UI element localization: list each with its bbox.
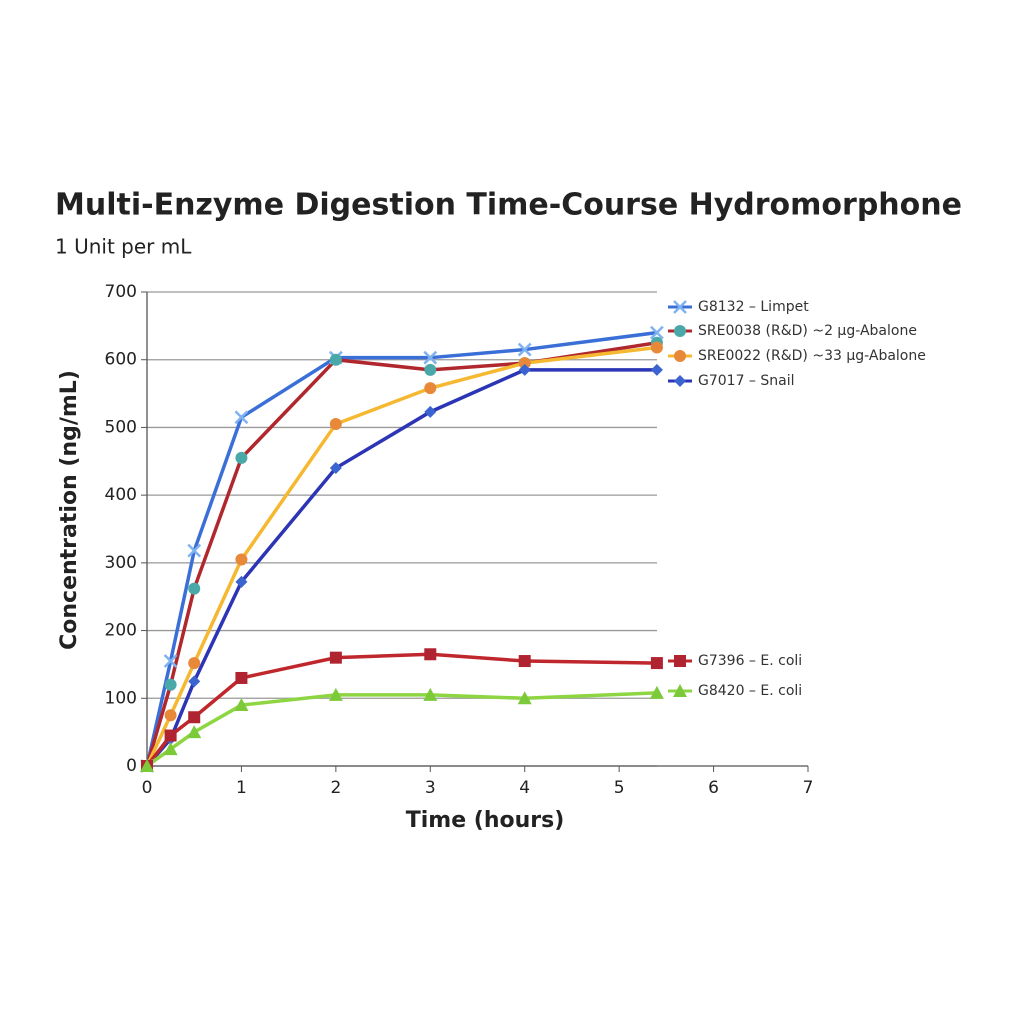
marker bbox=[518, 357, 531, 370]
y-tick-label: 600 bbox=[105, 350, 137, 370]
legend-label: G7396 – E. coli bbox=[698, 653, 802, 669]
series-line bbox=[145, 368, 657, 768]
legend-marker bbox=[674, 375, 686, 387]
marker bbox=[235, 451, 248, 464]
legend-label: G8132 – Limpet bbox=[698, 299, 809, 315]
legend-label: SRE0038 (R&D) ~2 µg-Abalone bbox=[698, 323, 917, 339]
series-line bbox=[145, 691, 657, 768]
legend-label: G7017 – Snail bbox=[698, 373, 795, 389]
marker bbox=[163, 654, 178, 668]
marker bbox=[517, 691, 532, 705]
legend-marker bbox=[674, 325, 686, 337]
marker bbox=[329, 462, 342, 475]
marker bbox=[423, 687, 438, 701]
legend-marker bbox=[673, 300, 687, 314]
marker bbox=[328, 687, 343, 701]
marker bbox=[518, 363, 531, 376]
chart-title: Multi-Enzyme Digestion Time-Course Hydro… bbox=[55, 188, 962, 223]
marker bbox=[518, 655, 531, 668]
x-tick-label: 6 bbox=[708, 778, 719, 798]
marker bbox=[235, 553, 248, 566]
y-tick-label: 100 bbox=[105, 688, 137, 708]
marker bbox=[188, 582, 201, 595]
y-axis-label: Concentration (ng/mL) bbox=[57, 370, 82, 650]
x-tick-label: 4 bbox=[519, 778, 530, 798]
marker bbox=[187, 543, 202, 558]
marker bbox=[424, 382, 437, 395]
marker bbox=[650, 363, 663, 376]
y-tick-label: 400 bbox=[105, 485, 137, 505]
marker bbox=[424, 363, 437, 376]
x-axis-label: Time (hours) bbox=[406, 808, 565, 833]
legend-marker bbox=[673, 684, 687, 697]
x-tick-label: 5 bbox=[614, 778, 625, 798]
series-line bbox=[145, 345, 658, 767]
marker bbox=[164, 678, 177, 691]
marker bbox=[235, 671, 248, 684]
y-tick-label: 300 bbox=[105, 553, 137, 573]
marker bbox=[423, 350, 438, 365]
marker bbox=[234, 410, 249, 425]
marker bbox=[424, 648, 437, 661]
legend-label: G8420 – E. coli bbox=[698, 683, 802, 699]
x-tick-label: 2 bbox=[330, 778, 341, 798]
marker bbox=[188, 657, 201, 670]
y-tick-label: 200 bbox=[105, 621, 137, 641]
series-line bbox=[145, 330, 658, 767]
marker bbox=[164, 729, 177, 742]
legend-label: SRE0022 (R&D) ~33 µg-Abalone bbox=[698, 348, 926, 364]
marker bbox=[140, 759, 154, 772]
marker bbox=[329, 651, 342, 664]
x-tick-label: 3 bbox=[425, 778, 436, 798]
series-line bbox=[145, 652, 657, 768]
x-tick-label: 0 bbox=[142, 778, 153, 798]
legend-marker bbox=[674, 350, 686, 362]
marker bbox=[329, 418, 342, 431]
x-tick-label: 1 bbox=[236, 778, 247, 798]
chart-subtitle: 1 Unit per mL bbox=[55, 235, 192, 259]
marker bbox=[188, 711, 201, 724]
marker bbox=[650, 341, 663, 354]
y-tick-label: 700 bbox=[105, 282, 137, 302]
marker bbox=[234, 698, 249, 712]
marker bbox=[187, 725, 202, 739]
marker bbox=[650, 325, 664, 340]
legend-marker bbox=[674, 655, 686, 667]
y-tick-label: 500 bbox=[105, 417, 137, 437]
marker bbox=[649, 685, 664, 699]
y-tick-label: 0 bbox=[126, 756, 137, 776]
marker bbox=[163, 742, 178, 756]
marker bbox=[188, 675, 201, 688]
x-tick-label: 7 bbox=[803, 778, 814, 798]
marker bbox=[517, 342, 532, 357]
marker bbox=[424, 405, 437, 418]
marker bbox=[329, 353, 342, 366]
marker bbox=[235, 575, 248, 588]
marker bbox=[650, 657, 663, 670]
series-line bbox=[145, 341, 658, 767]
marker bbox=[164, 709, 177, 722]
